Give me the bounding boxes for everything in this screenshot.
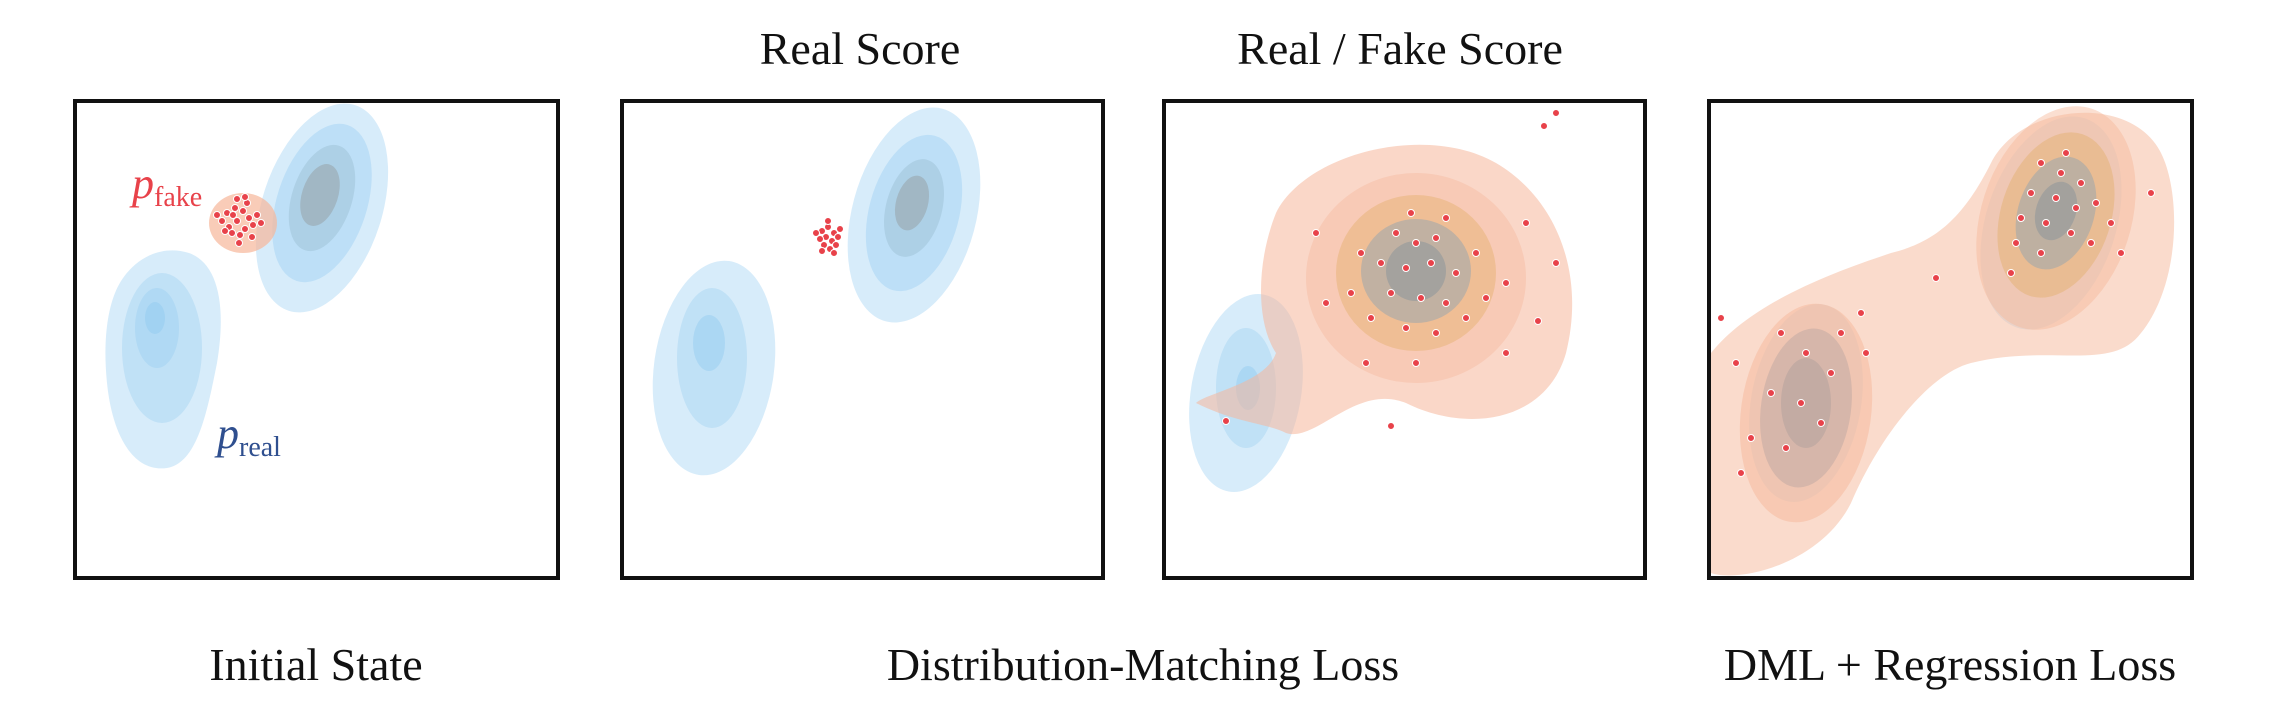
real-score-plot [652,107,981,476]
real-distribution-lower [652,260,776,476]
dml-regression-plot [1711,106,2175,576]
initial-state-caption: Initial State [209,639,423,690]
dml-caption: Distribution-Matching Loss [886,639,1400,690]
fake-distribution [209,193,277,253]
panel-dml-regression [1707,99,2194,580]
fake-distribution [1711,106,2175,576]
panel-real-score [620,99,1105,580]
fake-distribution [1196,144,1573,435]
fake-sample-points [213,193,265,247]
fake-sample-points [1222,109,1560,430]
fake-sample-points [1717,149,2155,477]
real-distribution-lower [105,250,221,469]
real-distribution-upper [255,103,389,313]
real-fake-score-plot [1189,109,1573,492]
real-score-title: Real Score [759,23,961,74]
initial-state-plot [105,103,389,469]
panel-real-fake-score [1162,99,1647,580]
panel-initial-state: pfake preal [73,99,560,580]
p-real-label: preal [217,409,281,463]
real-fake-score-title: Real / Fake Score [1237,23,1563,74]
real-distribution-upper [847,107,981,323]
fake-sample-points [812,217,844,257]
dml-regression-caption: DML + Regression Loss [1723,639,2177,690]
p-fake-label: pfake [132,159,203,213]
